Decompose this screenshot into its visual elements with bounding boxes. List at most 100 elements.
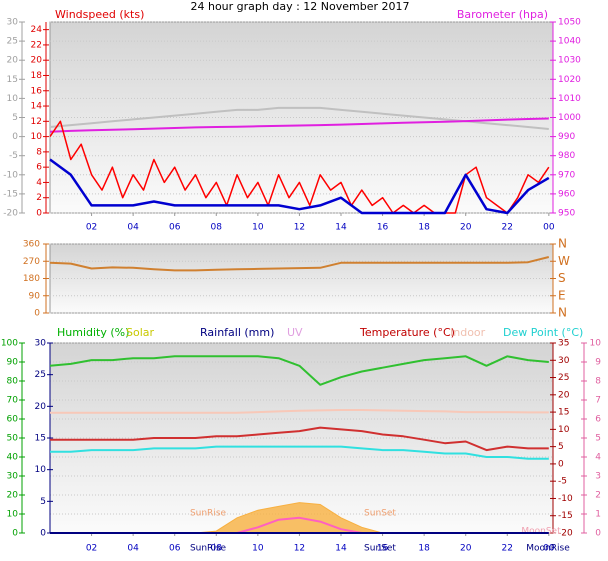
y-tick-label: E — [558, 288, 566, 302]
y-tick-label: 5 — [558, 442, 564, 452]
y-tick-label: 25 — [35, 370, 46, 380]
y-tick-label: 2 — [36, 193, 42, 203]
annotation: SunSet — [364, 544, 396, 554]
y-tick-label: 4 — [36, 178, 42, 188]
y-tick-label: 10 — [31, 132, 43, 142]
legend-label: Barometer (hpa) — [457, 8, 548, 21]
y-tick-label: -5 — [558, 477, 567, 487]
series-line — [50, 445, 549, 460]
legend-label: Solar — [126, 326, 155, 339]
y-tick-label: 1010 — [558, 94, 581, 104]
y-tick-label: 70 — [7, 396, 19, 406]
legend-label: Humidity (%) — [57, 326, 129, 339]
y-tick-label: -5 — [9, 151, 18, 161]
y-tick-label: 8 — [36, 147, 42, 157]
y-tick-label: -20 — [3, 209, 18, 219]
y-tick-label: 6 — [595, 415, 601, 425]
y-tick-label: 1020 — [558, 75, 581, 85]
y-tick-label: -15 — [3, 189, 18, 199]
legend-label: Temperature (°C) — [359, 326, 455, 339]
y-tick-label: 0 — [34, 309, 40, 319]
y-tick-label: 360 — [23, 240, 40, 250]
y-tick-label: -10 — [558, 494, 573, 504]
y-tick-label: 10 — [7, 94, 19, 104]
y-tick-label: 24 — [31, 25, 43, 35]
x-tick-label: 08 — [211, 544, 223, 554]
y-tick-label: 20 — [31, 56, 43, 66]
y-tick-label: 970 — [558, 170, 575, 180]
y-tick-label: 90 — [29, 291, 41, 301]
y-tick-label: 5 — [595, 434, 601, 444]
y-tick-label: 0 — [12, 529, 18, 539]
y-tick-label: N — [558, 306, 567, 320]
y-tick-label: 960 — [558, 189, 575, 199]
y-tick-label: 80 — [7, 377, 19, 387]
x-tick-label: 06 — [169, 223, 181, 233]
x-tick-label: 14 — [335, 223, 347, 233]
y-tick-label: 60 — [7, 415, 19, 425]
y-tick-label: 18 — [31, 71, 43, 81]
series-line — [49, 355, 549, 386]
y-tick-label: -10 — [3, 170, 18, 180]
x-tick-label: 14 — [335, 544, 347, 554]
y-tick-label: 30 — [558, 356, 570, 366]
y-tick-label: 3 — [595, 472, 601, 482]
y-tick-label: 20 — [35, 402, 47, 412]
legend-label: Indoor — [450, 326, 486, 339]
y-tick-label: 0 — [40, 529, 46, 539]
plot-area — [49, 342, 554, 534]
y-tick-label: S — [558, 271, 566, 285]
x-tick-label: 16 — [377, 223, 389, 233]
y-tick-label: 30 — [7, 472, 19, 482]
y-tick-label: 270 — [23, 257, 40, 267]
y-tick-label: -20 — [558, 529, 573, 539]
legend-label: Rainfall (mm) — [200, 326, 274, 339]
y-tick-label: 20 — [7, 56, 19, 66]
y-tick-label: 1050 — [558, 18, 581, 28]
y-tick-label: 20 — [7, 491, 19, 501]
annotation: MoonSet — [521, 527, 561, 537]
y-tick-label: 9 — [595, 358, 601, 368]
annotation: SunRise — [190, 544, 227, 554]
y-tick-label: 0 — [558, 459, 564, 469]
y-tick-label: 30 — [7, 18, 19, 28]
y-tick-label: 10 — [558, 425, 570, 435]
legend-label: Windspeed (kts) — [55, 8, 144, 21]
y-tick-label: 25 — [558, 373, 569, 383]
x-tick-label: 10 — [252, 223, 264, 233]
y-tick-label: 1000 — [558, 113, 581, 123]
y-tick-label: 180 — [23, 274, 40, 284]
series-line — [50, 426, 549, 452]
legend-label: UV — [287, 326, 303, 339]
x-tick-label: 00 — [543, 544, 555, 554]
y-tick-label: 22 — [31, 40, 42, 50]
series-line — [49, 117, 549, 133]
y-tick-label: 10 — [35, 465, 47, 475]
y-tick-label: 15 — [35, 434, 46, 444]
plot-area — [49, 243, 554, 314]
y-tick-label: 990 — [558, 132, 575, 142]
x-tick-label: 00 — [543, 223, 555, 233]
x-tick-label: 18 — [418, 223, 430, 233]
x-tick-label: 02 — [86, 544, 97, 554]
y-tick-label: 50 — [7, 434, 19, 444]
y-tick-label: 10 — [590, 339, 602, 349]
page-title: 24 hour graph day : 12 November 2017 — [190, 0, 409, 13]
x-tick-label: 22 — [502, 544, 513, 554]
x-tick-label: 02 — [86, 223, 97, 233]
y-tick-label: 950 — [558, 209, 575, 219]
y-tick-label: 4 — [595, 453, 601, 463]
x-tick-label: 20 — [460, 544, 472, 554]
y-tick-label: 16 — [31, 86, 43, 96]
annotation: SunRise — [190, 509, 227, 519]
x-tick-label: 18 — [418, 544, 430, 554]
y-tick-label: 40 — [7, 453, 19, 463]
y-tick-label: 1030 — [558, 56, 581, 66]
y-tick-label: 8 — [595, 377, 601, 387]
legend-label: Dew Point (°C) — [503, 326, 583, 339]
x-tick-label: 22 — [502, 223, 513, 233]
x-tick-label: 06 — [169, 544, 181, 554]
series-line — [49, 158, 550, 215]
y-tick-label: 100 — [1, 339, 18, 349]
